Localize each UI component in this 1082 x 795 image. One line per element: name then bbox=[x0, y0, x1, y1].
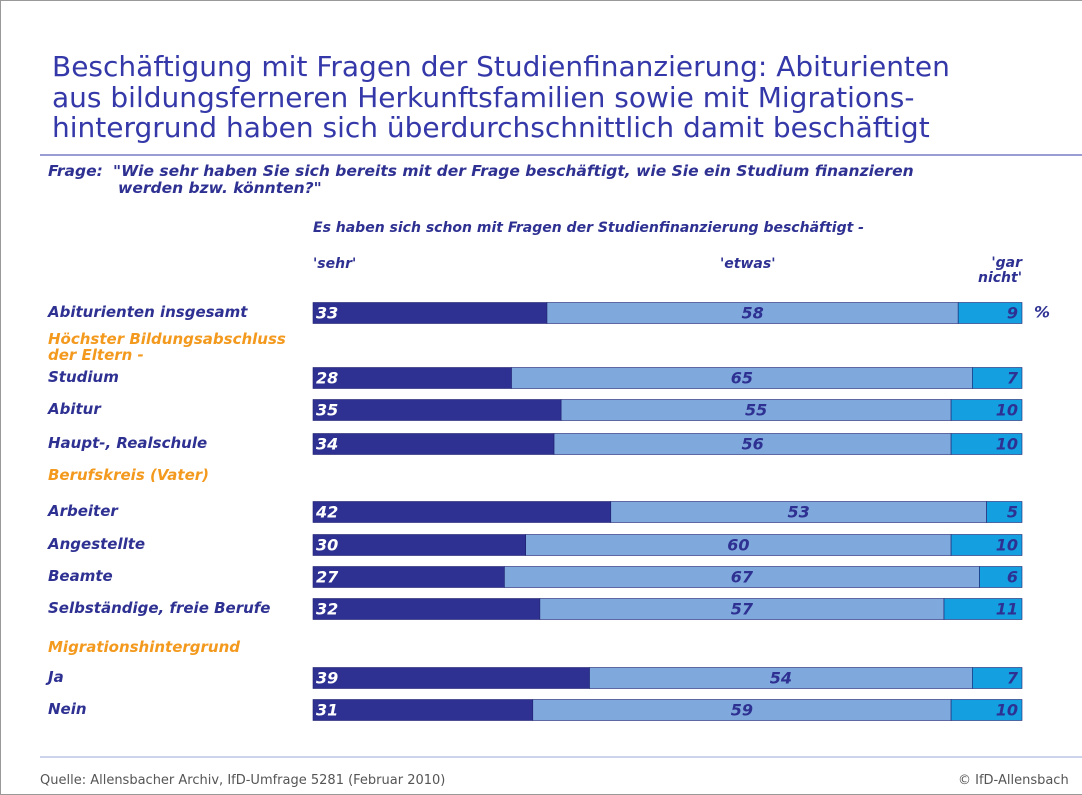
bar-segment bbox=[312, 433, 555, 455]
series-label: 'gar nicht' bbox=[977, 255, 1022, 286]
value-label: 60 bbox=[727, 536, 749, 555]
group-header: Berufskreis (Vater) bbox=[48, 466, 209, 484]
value-label: 10 bbox=[996, 401, 1018, 420]
bar-segment bbox=[312, 302, 548, 324]
series-label: 'etwas' bbox=[720, 256, 776, 272]
value-label: 39 bbox=[316, 669, 338, 688]
category-label: Beamte bbox=[48, 567, 113, 585]
category-label: Arbeiter bbox=[48, 502, 118, 520]
bar-segment bbox=[950, 699, 1023, 721]
bar-segment bbox=[972, 367, 1023, 389]
title-line: Beschäftigung mit Fragen der Studienfina… bbox=[52, 50, 950, 83]
value-label: 10 bbox=[996, 701, 1018, 720]
value-label: 59 bbox=[731, 701, 753, 720]
value-label: 34 bbox=[316, 435, 338, 454]
value-label: 33 bbox=[316, 304, 338, 323]
value-label: 67 bbox=[731, 568, 754, 587]
value-label: 6 bbox=[1007, 568, 1018, 587]
bar-segment bbox=[972, 667, 1023, 689]
value-label: 42 bbox=[315, 503, 338, 522]
source: Quelle: Allensbacher Archiv, IfD-Umfrage… bbox=[40, 773, 446, 788]
question-label: Frage: bbox=[48, 162, 103, 180]
group-header: Höchster Bildungsabschluss der Eltern - bbox=[48, 330, 286, 364]
question-line: werden bzw. könnten?" bbox=[118, 179, 322, 197]
bar-segment bbox=[312, 699, 534, 721]
value-label: 11 bbox=[996, 600, 1018, 619]
value-label: 10 bbox=[996, 435, 1018, 454]
value-label: 10 bbox=[996, 536, 1018, 555]
value-label: 55 bbox=[745, 401, 767, 420]
value-label: 9 bbox=[1007, 304, 1018, 323]
title-line: hintergrund haben sich überdurchschnittl… bbox=[52, 111, 930, 144]
value-label: 35 bbox=[316, 401, 338, 420]
category-label: Ja bbox=[48, 668, 64, 686]
value-label: 65 bbox=[731, 369, 753, 388]
bar-segment bbox=[979, 566, 1023, 588]
bar-segment bbox=[986, 501, 1023, 523]
category-label: Haupt-, Realschule bbox=[48, 434, 208, 452]
value-label: 28 bbox=[316, 369, 338, 388]
category-label: Selbständige, freie Berufe bbox=[48, 599, 271, 617]
value-label: 54 bbox=[770, 669, 792, 688]
bar-segment bbox=[312, 399, 562, 421]
value-label: 53 bbox=[788, 503, 810, 522]
category-label: Angestellte bbox=[48, 535, 146, 553]
bar-segment bbox=[943, 598, 1023, 620]
value-label: 30 bbox=[316, 536, 338, 555]
value-label: 31 bbox=[316, 701, 338, 720]
value-label: 7 bbox=[1007, 369, 1019, 388]
bar-segment bbox=[950, 399, 1023, 421]
group-header: Migrationshintergrund bbox=[48, 638, 241, 656]
category-label: Nein bbox=[48, 700, 87, 718]
copyright: © IfD-Allensbach bbox=[958, 773, 1069, 788]
bar-segment bbox=[312, 367, 512, 389]
bar-segment bbox=[312, 598, 541, 620]
question-line: "Wie sehr haben Sie sich bereits mit der… bbox=[113, 162, 914, 180]
bar-segment bbox=[312, 566, 505, 588]
bar-segment bbox=[312, 501, 612, 523]
bar-segment bbox=[950, 534, 1023, 556]
value-label: 58 bbox=[741, 304, 763, 323]
category-label: Abiturienten insgesamt bbox=[48, 303, 248, 321]
value-label: 57 bbox=[731, 600, 754, 619]
unit-label: % bbox=[1034, 303, 1050, 322]
value-label: 32 bbox=[316, 600, 338, 619]
title-line: aus bildungsferneren Herkunftsfamilien s… bbox=[52, 80, 915, 114]
bar-segment bbox=[312, 667, 590, 689]
value-label: 56 bbox=[741, 435, 763, 454]
value-label: 5 bbox=[1007, 503, 1018, 522]
bar-segment bbox=[950, 433, 1023, 455]
bar-segment bbox=[957, 302, 1023, 324]
series-label: 'sehr' bbox=[313, 256, 357, 272]
value-label: 7 bbox=[1007, 669, 1019, 688]
value-label: 27 bbox=[316, 568, 339, 587]
category-label: Studium bbox=[48, 368, 119, 386]
bar-segment bbox=[312, 534, 526, 556]
category-label: Abitur bbox=[48, 400, 101, 418]
subtitle: Es haben sich schon mit Fragen der Studi… bbox=[313, 220, 864, 236]
